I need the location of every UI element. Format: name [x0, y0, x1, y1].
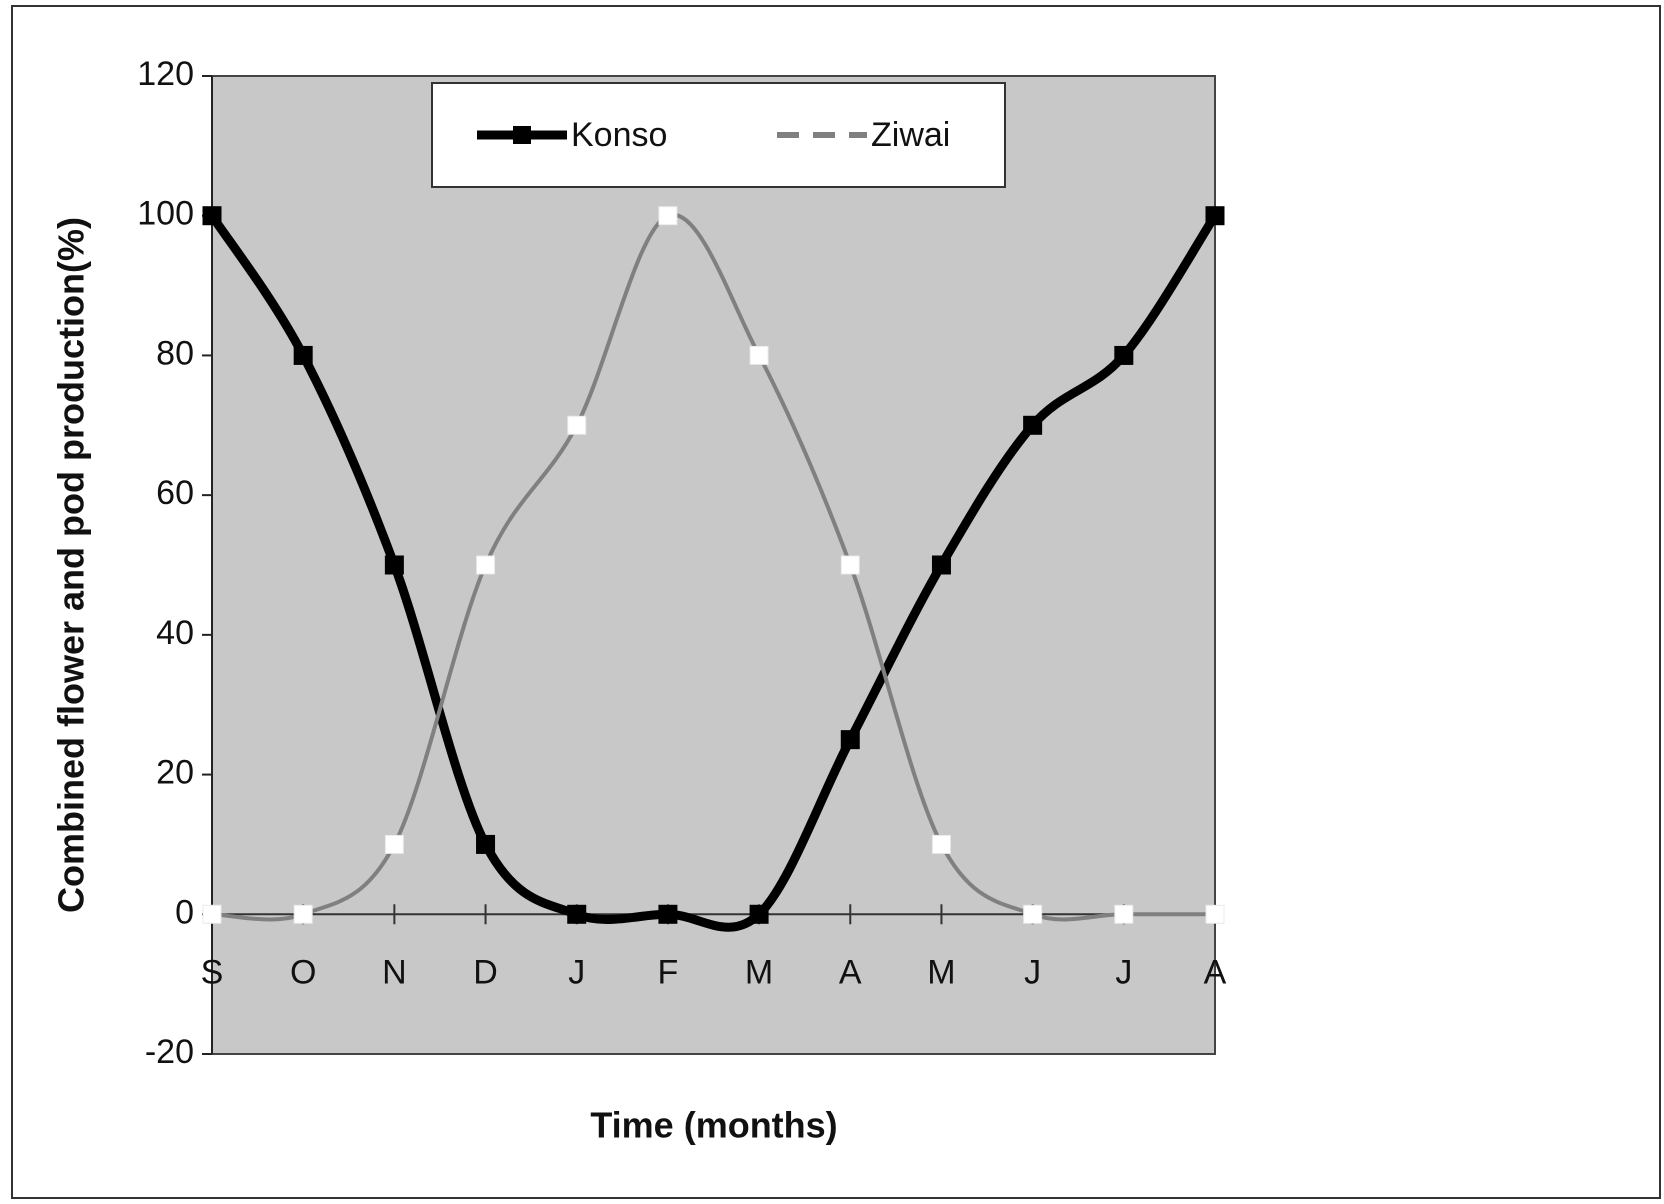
series-marker [1114, 345, 1134, 365]
x-tick-label: A [1204, 953, 1227, 991]
y-axis-title: Combined flower and pod production(%) [51, 217, 92, 913]
x-tick-label: S [201, 953, 224, 991]
series-marker [658, 904, 678, 924]
x-tick-label: N [382, 953, 407, 991]
y-tick-label: -20 [145, 1033, 194, 1071]
series-marker [658, 206, 678, 226]
series-marker [476, 555, 496, 575]
y-tick-label: 40 [156, 614, 194, 652]
x-tick-label: M [927, 953, 955, 991]
series-marker [931, 555, 951, 575]
series-marker [384, 834, 404, 854]
series-marker [476, 834, 496, 854]
y-tick-label: 100 [137, 195, 194, 233]
y-tick-label: 20 [156, 754, 194, 792]
legend-label: Konso [571, 116, 667, 154]
y-tick-label: 120 [137, 55, 194, 93]
series-marker [293, 345, 313, 365]
series-marker [1023, 904, 1043, 924]
y-tick-label: 80 [156, 334, 194, 372]
series-line [211, 212, 1215, 922]
x-tick-label: M [745, 953, 773, 991]
x-tick-label: J [1024, 953, 1041, 991]
x-tick-label: F [658, 953, 679, 991]
x-tick-label: J [1115, 953, 1132, 991]
x-tick-label: D [473, 953, 498, 991]
series-marker [1114, 904, 1134, 924]
series-marker [202, 206, 222, 226]
legend-label: Ziwai [871, 116, 950, 154]
x-tick-label: A [839, 953, 862, 991]
series-marker [749, 345, 769, 365]
legend: Konso Ziwai [431, 82, 1006, 188]
series-marker [567, 904, 587, 924]
series-marker [1205, 904, 1225, 924]
series-marker [567, 415, 587, 435]
series-marker [840, 555, 860, 575]
series-marker [202, 904, 222, 924]
legend-marker [513, 126, 531, 144]
series-marker [749, 904, 769, 924]
series-marker [1205, 206, 1225, 226]
series-marker [1023, 415, 1043, 435]
plot-area [211, 75, 1216, 1055]
series-marker [384, 555, 404, 575]
x-tick-label: O [290, 953, 316, 991]
series-marker [293, 904, 313, 924]
x-tick-label: J [568, 953, 585, 991]
x-axis-title: Time (months) [590, 1105, 837, 1146]
y-tick-label: 0 [175, 893, 194, 931]
series-marker [840, 730, 860, 750]
y-tick-label: 60 [156, 474, 194, 512]
series-marker [931, 834, 951, 854]
